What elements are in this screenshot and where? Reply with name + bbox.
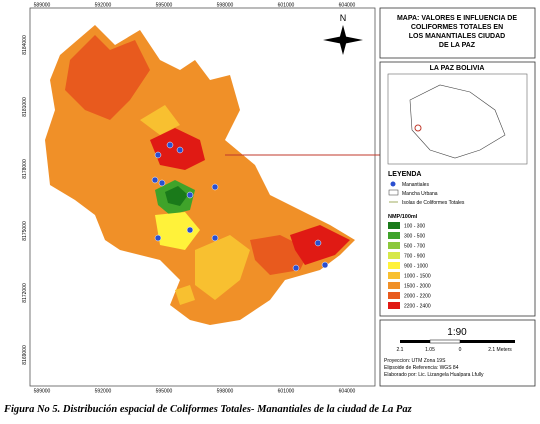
bolivia-shape bbox=[409, 84, 506, 159]
x-coord: 595000 bbox=[156, 2, 173, 8]
class-swatch bbox=[388, 292, 400, 299]
y-coord: 8181000 bbox=[22, 97, 28, 117]
zone-dark-green bbox=[165, 186, 188, 206]
legend-label: Isolas de Coliformes Totales bbox=[402, 200, 465, 206]
north-arrow bbox=[323, 25, 363, 55]
x-coord: 598000 bbox=[217, 388, 234, 394]
x-coord: 601000 bbox=[278, 2, 295, 8]
x-coord: 589000 bbox=[34, 388, 51, 394]
y-coord: 8172000 bbox=[22, 283, 28, 303]
scale-bar bbox=[400, 339, 515, 344]
credit: Proyeccion: UTM Zona 19S bbox=[384, 358, 446, 364]
legend-symbol bbox=[390, 181, 396, 187]
map-title: MAPA: VALORES E INFLUENCIA DE COLIFORMES … bbox=[397, 15, 517, 49]
legend-title: LEYENDA bbox=[388, 171, 421, 178]
class-title: NMP/100ml bbox=[388, 214, 418, 220]
class-label: 900 - 1000 bbox=[404, 264, 428, 270]
inset-title: LA PAZ BOLIVIA bbox=[430, 65, 485, 72]
class-swatch bbox=[388, 252, 400, 259]
zone-yellow-2 bbox=[155, 212, 200, 250]
zone-dark-orange bbox=[65, 35, 150, 120]
scale-tick: 2.1 bbox=[397, 347, 404, 353]
class-label: 2200 - 2400 bbox=[404, 304, 431, 310]
class-swatch bbox=[388, 282, 400, 289]
class-label: 1000 - 1500 bbox=[404, 274, 431, 280]
legend-label: Manantiales bbox=[402, 182, 429, 188]
legend-symbol bbox=[388, 189, 399, 196]
credit: Elaborado por: Lic. Lizangela Hualpara L… bbox=[384, 372, 484, 378]
x-coord: 589000 bbox=[34, 2, 51, 8]
class-swatch bbox=[388, 302, 400, 309]
scale-box bbox=[379, 319, 536, 387]
class-label: 300 - 500 bbox=[404, 234, 425, 240]
x-coord: 604000 bbox=[339, 388, 356, 394]
zone-yellow-orange bbox=[195, 235, 250, 300]
x-coord: 598000 bbox=[217, 2, 234, 8]
zone-yellow bbox=[140, 105, 180, 135]
y-coord: 8178000 bbox=[22, 159, 28, 179]
title-box bbox=[379, 7, 536, 59]
class-swatch bbox=[388, 242, 400, 249]
class-label: 500 - 700 bbox=[404, 244, 425, 250]
class-label: 1500 - 2000 bbox=[404, 284, 431, 290]
y-coord: 8169000 bbox=[22, 345, 28, 365]
scale-ratio: 1:90 bbox=[447, 327, 467, 338]
credit: Elipsoide de Referencia: WGS 84 bbox=[384, 365, 459, 371]
north-label: N bbox=[340, 13, 347, 23]
class-swatch bbox=[388, 222, 400, 229]
scale-tick: 0 bbox=[459, 347, 462, 353]
class-swatch bbox=[388, 232, 400, 239]
y-coord: 8175000 bbox=[22, 221, 28, 241]
class-swatch bbox=[388, 272, 400, 279]
springs bbox=[151, 141, 329, 272]
legend-label: Mancha Urbana bbox=[402, 191, 438, 197]
class-label: 2000 - 2200 bbox=[404, 294, 431, 300]
x-coord: 604000 bbox=[339, 2, 356, 8]
x-coord: 601000 bbox=[278, 388, 295, 394]
class-label: 700 - 900 bbox=[404, 254, 425, 260]
inset-marker bbox=[414, 124, 422, 132]
scale-tick: 2.1 Meters bbox=[488, 347, 512, 353]
class-label: 100 - 300 bbox=[404, 224, 425, 230]
x-coord: 592000 bbox=[95, 2, 112, 8]
scale-tick: 1.05 bbox=[425, 347, 435, 353]
caption: Figura No 5. Distribución espacial de Co… bbox=[3, 404, 413, 415]
y-coord: 8184000 bbox=[22, 35, 28, 55]
x-coord: 595000 bbox=[156, 388, 173, 394]
class-swatch bbox=[388, 262, 400, 269]
x-coord: 592000 bbox=[95, 388, 112, 394]
zone-yellow-small bbox=[175, 285, 195, 305]
